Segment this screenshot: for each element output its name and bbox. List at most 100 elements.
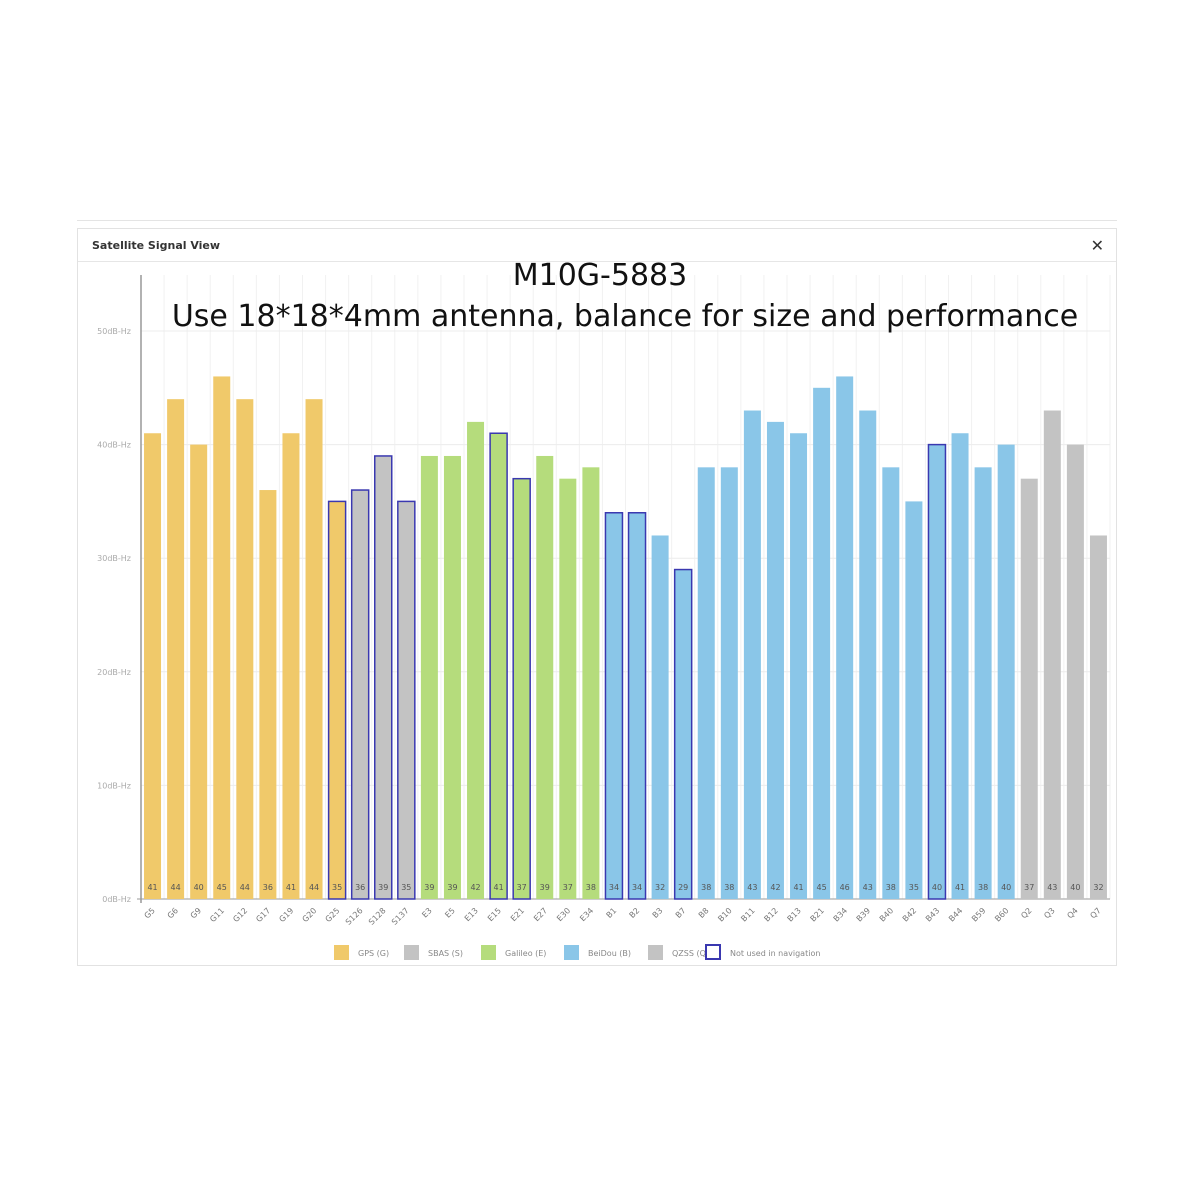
x-tick-label: B34 [832,906,849,923]
x-tick-label: B3 [651,906,665,920]
annotation-model: M10G-5883 [512,258,688,293]
bar-B44 [951,433,969,899]
legend-swatch-not-used [705,944,721,960]
data-label: 38 [701,883,711,892]
x-tick-label: S126 [344,906,365,927]
data-label: 40 [932,883,942,892]
legend-swatch [481,945,496,960]
bar-E21 [512,477,531,900]
x-tick-label: B44 [947,906,964,923]
data-label: 35 [401,883,411,892]
x-tick-label: G25 [324,906,342,924]
x-tick-label: Q4 [1065,906,1079,920]
bar-B34 [836,376,854,899]
data-label: 32 [655,883,665,892]
data-label: 46 [840,883,850,892]
close-icon[interactable]: ✕ [1090,235,1104,255]
x-tick-label: E3 [420,906,434,920]
legend-swatch [648,945,663,960]
data-label: 37 [517,883,527,892]
data-label: 37 [1024,883,1034,892]
x-tick-label: B12 [762,906,779,923]
x-tick-label: G11 [208,906,226,924]
bar-B43 [927,443,947,900]
x-tick-label: E5 [443,906,457,920]
y-tick-label: 20dB-Hz [97,668,131,677]
data-label: 34 [632,883,642,892]
bar-Q2 [1020,478,1038,899]
y-tick-label: 30dB-Hz [97,554,131,563]
data-label: 39 [447,883,457,892]
x-tick-label: B11 [739,906,756,923]
y-tick-label: 40dB-Hz [97,441,131,450]
bar-B7 [673,568,693,900]
x-tick-label: E21 [509,906,526,923]
y-tick-label: 0dB-Hz [102,895,131,904]
data-label: 39 [424,883,434,892]
x-tick-label: E27 [532,906,549,923]
x-tick-label: G9 [189,906,203,920]
legend-swatch [404,945,419,960]
bar-B10 [720,467,738,899]
x-tick-label: B42 [901,906,918,923]
bar-G6 [167,399,185,899]
bar-G11 [213,376,231,899]
x-tick-label: B10 [716,906,733,923]
bar-Q3 [1043,410,1061,899]
bar-B42 [905,501,923,899]
x-tick-label: Q7 [1088,906,1102,920]
dialog-title: Satellite Signal View [92,238,221,252]
x-tick-label: E13 [463,906,480,923]
data-label: 44 [240,883,250,892]
data-label: 41 [494,883,504,892]
data-label: 35 [332,883,342,892]
x-tick-label: B7 [674,906,688,920]
x-tick-label: B8 [697,906,711,920]
data-label: 45 [817,883,827,892]
x-tick-label: E15 [486,906,503,923]
x-tick-label: B13 [786,906,803,923]
data-label: 39 [540,883,550,892]
x-tick-label: G12 [231,906,249,924]
background-toolbar-strip [77,210,1117,221]
data-label: 34 [609,883,619,892]
dialog-titlebar: Satellite Signal View ✕ [78,229,1116,262]
data-label: 38 [724,883,734,892]
bar-B3 [651,535,669,899]
data-label: 40 [1001,883,1011,892]
bar-E13 [467,421,485,899]
bar-G17 [259,490,277,899]
x-tick-label: B43 [924,906,941,923]
legend-label: Galileo (E) [505,949,546,958]
bar-B8 [697,467,715,899]
x-tick-label: G6 [166,906,180,920]
bar-B2 [627,512,647,900]
x-tick-label: E30 [555,906,572,923]
bar-S128 [374,455,393,900]
data-label: 45 [217,883,227,892]
data-label: 36 [355,883,365,892]
legend-swatch [564,945,579,960]
bar-B59 [974,467,992,899]
data-label: 35 [909,883,919,892]
bar-Q7 [1089,535,1107,899]
x-tick-label: B39 [855,906,872,923]
legend-label: QZSS (Q) [672,949,709,958]
data-label: 41 [955,883,965,892]
data-label: 44 [171,883,181,892]
bar-B1 [604,512,624,900]
data-label: 42 [770,883,780,892]
x-tick-label: B60 [993,906,1010,923]
bar-G20 [305,399,323,899]
x-tick-label: G17 [254,906,272,924]
bar-E30 [559,478,577,899]
bar-E27 [536,455,554,899]
bar-G9 [190,444,208,899]
bar-Q4 [1066,444,1084,899]
y-tick-label: 50dB-Hz [97,327,131,336]
data-label: 44 [309,883,319,892]
bar-G25 [327,500,347,900]
data-label: 41 [793,883,803,892]
data-label: 43 [863,883,873,892]
data-label: 32 [1093,883,1103,892]
